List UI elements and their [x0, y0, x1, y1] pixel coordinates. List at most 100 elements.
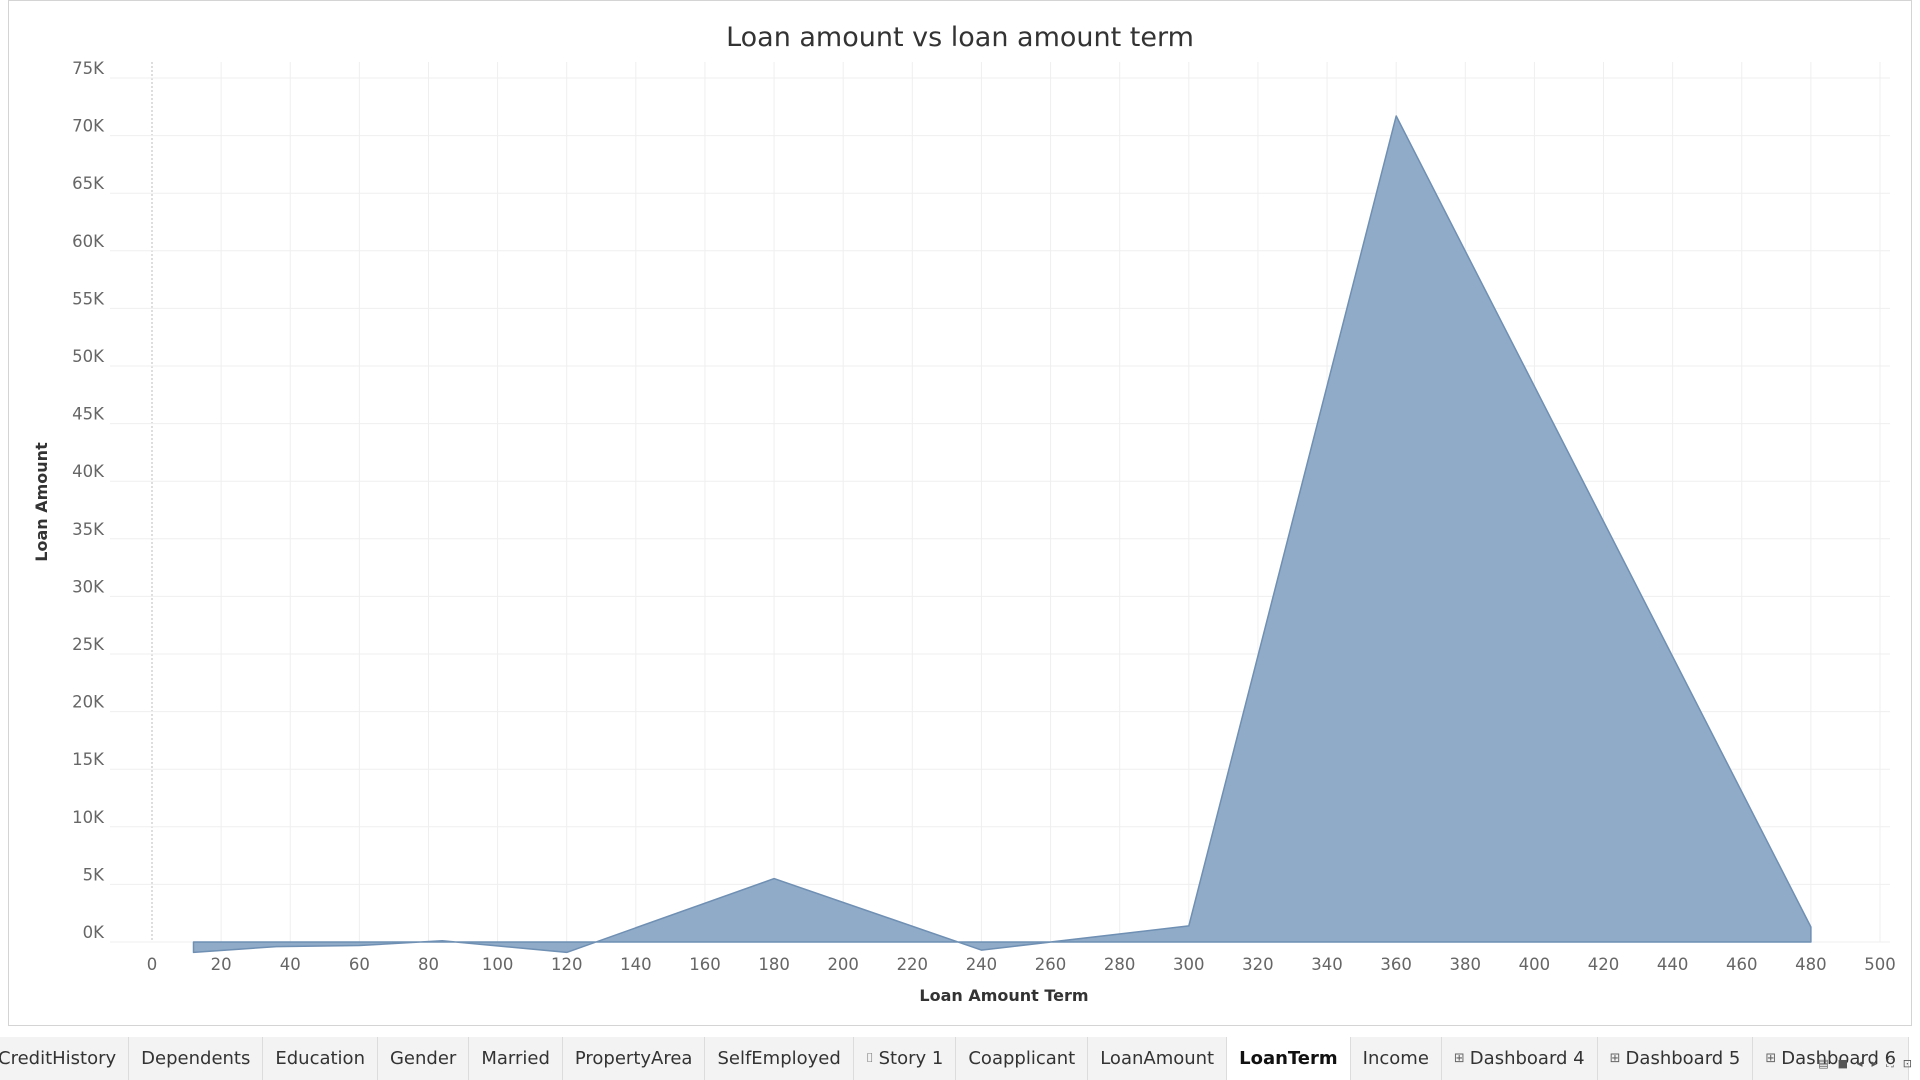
x-tick-label: 380	[1450, 955, 1482, 974]
y-tick-label: 15K	[72, 750, 105, 769]
x-tick-label: 180	[758, 955, 790, 974]
y-tick-label: 35K	[72, 520, 105, 539]
y-tick-label: 10K	[72, 808, 105, 827]
y-tick-label: 20K	[72, 693, 105, 712]
sheet-tab-bar: CreditHistory Dependents Education Gender Ma…	[0, 1037, 1920, 1080]
x-tick-label: 200	[827, 955, 859, 974]
x-tick-label: 160	[689, 955, 721, 974]
sheet-sorter-icon[interactable]: ▤	[1818, 1057, 1829, 1070]
y-tick-label: 70K	[72, 117, 105, 136]
sheet-tab-label: LoanAmount	[1100, 1048, 1215, 1069]
y-tick-label: 0K	[83, 923, 105, 942]
sheet-tab-label: Dashboard 4	[1469, 1048, 1585, 1069]
x-tick-label: 80	[418, 955, 439, 974]
x-tick-label: 300	[1173, 955, 1205, 974]
y-tick-label: 75K	[72, 59, 105, 78]
x-tick-label: 420	[1588, 955, 1620, 974]
y-tick-label: 30K	[72, 577, 105, 596]
x-tick-label: 360	[1380, 955, 1412, 974]
x-tick-label: 480	[1795, 955, 1827, 974]
data-point[interactable]	[979, 948, 983, 952]
x-tick-label: 20	[211, 955, 232, 974]
y-tick-label: 55K	[72, 289, 105, 308]
dashboard-icon: ⊞	[1765, 1051, 1777, 1066]
filmstrip-icon[interactable]: ■	[1837, 1057, 1849, 1070]
sheet-tab-label: Dashboard 5	[1625, 1048, 1741, 1069]
x-axis-label: Loan Amount Term	[919, 986, 1088, 1005]
x-tick-label: 40	[280, 955, 301, 974]
data-point[interactable]	[1809, 925, 1813, 929]
x-tick-label: 500	[1864, 955, 1896, 974]
data-point[interactable]	[1394, 114, 1398, 118]
x-tick-label: 460	[1726, 955, 1758, 974]
sheet-tab-label: Dependents	[141, 1048, 251, 1069]
data-point[interactable]	[274, 945, 278, 949]
sheet-tab-dependents[interactable]: Dependents	[129, 1037, 264, 1080]
tab-controls: ▤ ■ ◂ ▸ ⛶ ⊡	[1818, 1058, 1912, 1069]
x-tick-label: 440	[1657, 955, 1689, 974]
sheet-tab-label: LoanTerm	[1239, 1048, 1338, 1069]
sheet-tab-dashboard-4[interactable]: ⊞ Dashboard 4	[1441, 1037, 1598, 1080]
x-tick-label: 140	[620, 955, 652, 974]
presentation-icon[interactable]: ⊡	[1902, 1057, 1912, 1070]
sheet-tab-coapplicant[interactable]: Coapplicant	[956, 1037, 1089, 1080]
data-point[interactable]	[440, 939, 444, 943]
sheet-tab-propertyarea[interactable]: PropertyArea	[562, 1037, 706, 1080]
sheet-tab-label: Married	[481, 1048, 550, 1069]
data-point[interactable]	[565, 950, 569, 954]
x-tick-label: 120	[551, 955, 583, 974]
sheet-tab-label: Income	[1362, 1048, 1429, 1069]
y-axis-label: Loan Amount	[32, 442, 51, 562]
sheet-tab-selfemployed[interactable]: SelfEmployed	[705, 1037, 854, 1080]
y-tick-label: 40K	[72, 462, 105, 481]
x-tick-label: 60	[349, 955, 370, 974]
sheet-tab-label: Gender	[389, 1048, 457, 1069]
sheet-tab-label: CreditHistory	[0, 1048, 117, 1069]
x-tick-label: 240	[966, 955, 998, 974]
x-tick-label: 0	[147, 955, 158, 974]
sheet-tab-label: SelfEmployed	[717, 1048, 841, 1069]
fullscreen-icon[interactable]: ⛶	[1886, 1057, 1894, 1070]
dashboard-icon: ⊞	[1453, 1051, 1465, 1066]
sheet-tab-label: PropertyArea	[574, 1048, 693, 1069]
data-point[interactable]	[191, 950, 195, 954]
sheet-tab-dashboard-6[interactable]: ⊞ Dashboard 6	[1753, 1037, 1910, 1080]
x-tick-label: 100	[482, 955, 514, 974]
sheet-tab-dashboard-5[interactable]: ⊞ Dashboard 5	[1597, 1037, 1754, 1080]
scroll-left-icon[interactable]: ◂	[1857, 1057, 1863, 1070]
sheet-tab-loanterm[interactable]: LoanTerm	[1227, 1037, 1351, 1080]
sheet-tab-story-1[interactable]: ⌷ Story 1	[853, 1037, 957, 1080]
y-tick-label: 50K	[72, 347, 105, 366]
y-tick-label: 5K	[83, 865, 105, 884]
scroll-right-icon[interactable]: ▸	[1871, 1057, 1878, 1070]
y-tick-label: 25K	[72, 635, 105, 654]
y-axis: 0K 5K 10K 15K 20K 25K 30K 35K 40K 45K 50K 55K 60K 65K…	[72, 59, 105, 942]
x-axis: 0 20 40 60 80 100 120 140 160 180 200 220 240 260 280 3…	[147, 955, 1896, 974]
sheet-tab-label: Coapplicant	[968, 1048, 1076, 1069]
sheet-tab-loanamount[interactable]: LoanAmount	[1088, 1037, 1228, 1080]
sheet-tab-label: Story 1	[878, 1048, 944, 1069]
x-tick-label: 260	[1035, 955, 1067, 974]
data-point[interactable]	[357, 943, 361, 947]
data-point[interactable]	[1187, 924, 1191, 928]
sheet-tab-gender[interactable]: Gender	[377, 1037, 470, 1080]
y-tick-label: 45K	[72, 405, 105, 424]
data-point[interactable]	[772, 877, 776, 881]
y-tick-label: 65K	[72, 174, 105, 193]
sheet-tab-married[interactable]: Married	[469, 1037, 563, 1080]
sheet-tab-income[interactable]: Income	[1350, 1037, 1442, 1080]
x-tick-label: 280	[1104, 955, 1136, 974]
area-chart: Loan amount vs loan amount term 0 20 40 60 8…	[32, 22, 1896, 1005]
dashboard-icon: ⊞	[1609, 1051, 1621, 1066]
story-icon: ⌷	[865, 1051, 874, 1066]
sheet-tab-credithistory[interactable]: CreditHistory	[0, 1037, 130, 1080]
area-layer	[191, 114, 1813, 954]
sheet-tab-label: Education	[275, 1048, 365, 1069]
chart-title: Loan amount vs loan amount term	[726, 22, 1194, 53]
x-tick-label: 320	[1242, 955, 1274, 974]
x-tick-label: 340	[1311, 955, 1343, 974]
area-series[interactable]	[192, 115, 1812, 954]
sheet-tab-education[interactable]: Education	[263, 1037, 378, 1080]
y-tick-label: 60K	[72, 232, 105, 251]
x-tick-label: 400	[1519, 955, 1551, 974]
